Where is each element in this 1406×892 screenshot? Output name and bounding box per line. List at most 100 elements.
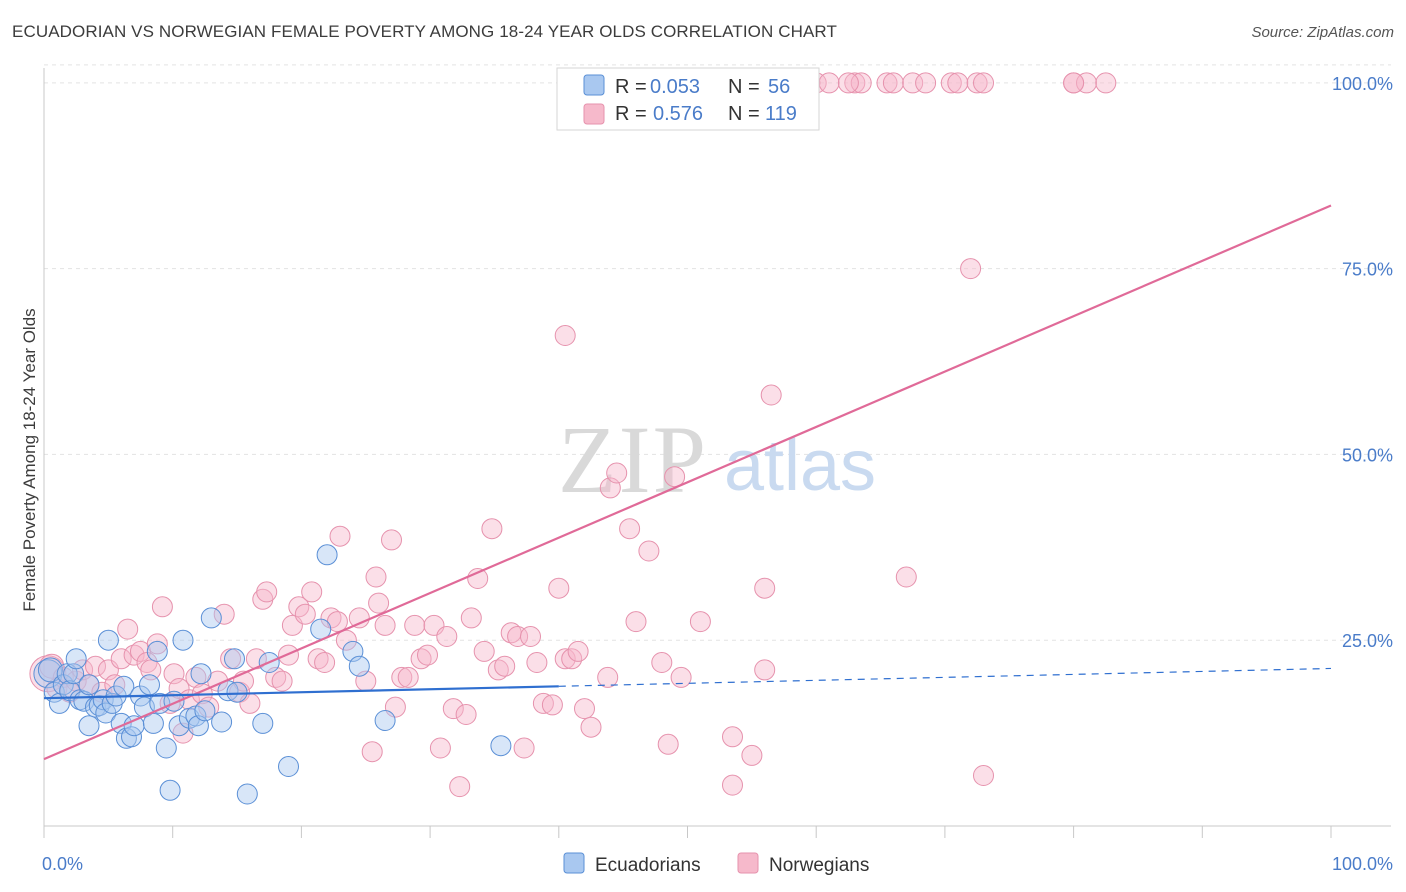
norwegians-point xyxy=(473,640,495,662)
norwegians-point xyxy=(110,648,132,670)
norwegians-points xyxy=(29,72,1117,798)
norwegians-point xyxy=(256,581,278,603)
ecuadorians-point xyxy=(146,640,168,662)
norwegians-point xyxy=(487,659,509,681)
norwegians-point xyxy=(513,737,535,759)
norwegians-point xyxy=(429,737,451,759)
norwegians-point xyxy=(198,696,220,718)
stats-r-value-ecuadorians: 0.053 xyxy=(650,76,700,98)
norwegians-point xyxy=(966,72,988,94)
norwegians-point xyxy=(567,640,589,662)
norwegians-point xyxy=(85,655,106,677)
norwegians-point xyxy=(597,666,619,688)
norwegians-point xyxy=(689,611,711,633)
ecuadorians-point xyxy=(139,674,160,696)
norwegians-point xyxy=(754,659,776,681)
norwegians-point xyxy=(619,518,641,540)
ecuadorians-points xyxy=(33,544,512,805)
ecuadorians-point xyxy=(374,710,396,731)
y-tick-label-100: 100.0% xyxy=(1332,74,1393,94)
watermark-atlas: atlas xyxy=(724,426,876,506)
x-tick-label-max: 100.0% xyxy=(1332,854,1393,874)
norwegians-point xyxy=(902,72,924,94)
norwegians-point xyxy=(651,652,673,673)
norwegians-point xyxy=(915,72,937,94)
norwegians-point xyxy=(548,577,570,599)
norwegians-point xyxy=(818,72,840,94)
x-tick-label-min: 0.0% xyxy=(42,854,83,874)
norwegians-point xyxy=(365,566,387,588)
norwegians-point xyxy=(973,765,994,786)
norwegians-point xyxy=(606,462,628,484)
norwegians-point xyxy=(638,540,660,562)
ecuadorians-point xyxy=(316,544,338,566)
norwegians-point xyxy=(507,626,529,647)
norwegians-point xyxy=(895,566,917,588)
norwegians-point xyxy=(625,611,647,633)
norwegians-point xyxy=(760,384,782,406)
tick-labels: 25.0% 50.0% 75.0% 100.0% 0.0% 100.0% xyxy=(42,74,1393,874)
stats-n-label-ecuadorians: N = xyxy=(728,76,760,98)
norwegians-point xyxy=(307,648,329,670)
ecuadorians-point xyxy=(348,655,370,677)
y-tick-label-50: 50.0% xyxy=(1342,445,1393,465)
ecuadorians-point xyxy=(252,712,274,734)
norwegians-point xyxy=(850,72,872,94)
ecuadorians-point xyxy=(172,629,194,651)
ecuadorians-point xyxy=(78,674,100,696)
norwegians-point xyxy=(940,72,962,94)
y-tick-label-75: 75.0% xyxy=(1342,260,1393,280)
norwegians-point xyxy=(754,577,776,599)
norwegians-point xyxy=(481,518,503,540)
norwegians-point xyxy=(722,774,743,796)
norwegians-point xyxy=(741,744,763,766)
norwegians-trend-line xyxy=(43,204,1332,761)
stats-legend-box: R = 0.053 N = 56 R = 0.576 N = 119 xyxy=(556,67,820,131)
ecuadorians-point xyxy=(226,681,248,703)
source-label: Source: ZipAtlas.com xyxy=(1251,24,1394,41)
ecuadorians-trend-line xyxy=(43,685,559,700)
norwegians-point xyxy=(844,72,866,94)
watermark: ZIP atlas xyxy=(558,406,876,513)
norwegians-point xyxy=(314,652,336,673)
ecuadorians-point xyxy=(168,715,190,737)
watermark-zip: ZIP xyxy=(558,406,708,513)
legend-label-ecuadorians: Ecuadorians xyxy=(595,855,701,876)
ecuadorians-point xyxy=(155,737,177,759)
ecuadorians-point xyxy=(278,756,299,777)
norwegians-point xyxy=(554,648,576,670)
norwegians-point xyxy=(532,692,554,714)
norwegians-point xyxy=(404,614,426,636)
ecuadorians-trend-extension xyxy=(558,667,1332,687)
bottom-legend: Ecuadorians Norwegians xyxy=(563,852,869,876)
norwegians-point xyxy=(410,648,432,670)
norwegians-point xyxy=(882,72,904,94)
norwegians-point xyxy=(554,325,576,346)
ecuadorians-point xyxy=(123,715,145,737)
norwegians-point xyxy=(580,716,602,738)
norwegians-point xyxy=(417,644,438,666)
legend-swatch-norwegians xyxy=(737,852,759,874)
norwegians-point xyxy=(374,614,396,636)
stats-swatch-ecuadorians xyxy=(583,74,605,96)
norwegians-point xyxy=(670,666,692,688)
ecuadorians-point xyxy=(78,715,100,737)
norwegians-point xyxy=(294,603,316,625)
norwegians-point xyxy=(436,626,458,647)
norwegians-point xyxy=(397,666,419,688)
stats-r-label-norwegians: R = xyxy=(615,103,647,125)
norwegians-point xyxy=(348,607,370,629)
norwegians-point xyxy=(1095,72,1117,94)
norwegians-point xyxy=(526,652,548,673)
ecuadorians-point xyxy=(224,648,245,670)
stats-n-value-ecuadorians: 56 xyxy=(768,76,790,98)
norwegians-point xyxy=(213,603,235,625)
norwegians-point xyxy=(973,72,994,94)
norwegians-point xyxy=(947,72,969,94)
norwegians-point xyxy=(494,655,516,677)
norwegians-point xyxy=(301,581,323,603)
norwegians-point xyxy=(541,694,563,716)
norwegians-point xyxy=(722,726,743,748)
norwegians-point xyxy=(151,596,173,618)
stats-swatch-norwegians xyxy=(583,103,605,125)
